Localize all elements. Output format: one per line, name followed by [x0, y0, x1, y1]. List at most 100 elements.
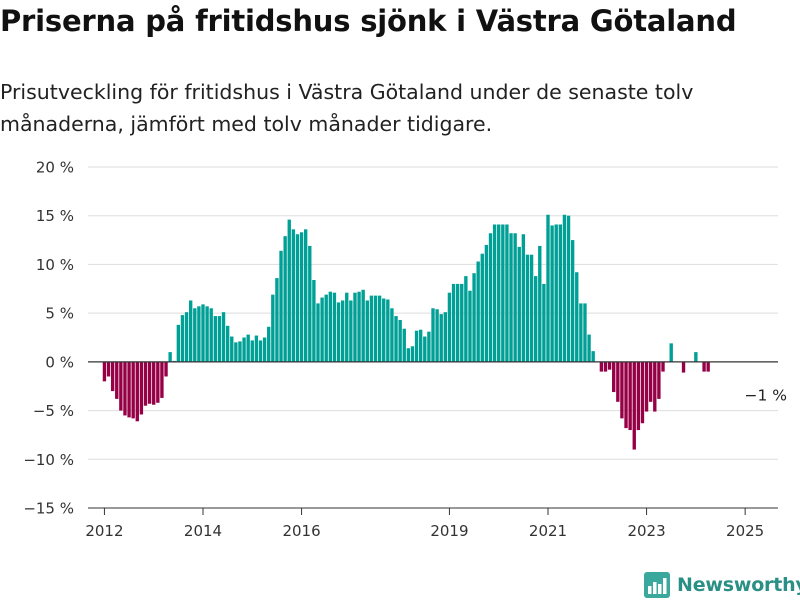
bar	[497, 224, 501, 362]
bar	[472, 273, 476, 362]
bar	[624, 361, 628, 429]
bar	[188, 300, 193, 362]
bar	[484, 244, 489, 362]
bar	[135, 361, 139, 422]
bar	[299, 232, 304, 362]
bar	[386, 299, 390, 362]
bar	[636, 361, 641, 431]
bar	[616, 361, 620, 402]
bar	[258, 340, 263, 362]
bar	[242, 337, 246, 362]
bar	[152, 361, 156, 405]
bar	[447, 292, 452, 362]
y-tick-label: 20 %	[36, 159, 74, 177]
bar	[414, 330, 419, 362]
bar	[423, 336, 427, 362]
bar	[488, 233, 493, 362]
bar	[398, 319, 402, 362]
bar	[119, 361, 123, 411]
bar	[164, 361, 168, 377]
bar	[324, 294, 328, 362]
bar	[221, 312, 226, 362]
bar	[369, 295, 374, 362]
bar	[110, 361, 115, 392]
bar	[197, 306, 201, 362]
bar	[418, 329, 423, 362]
bar	[345, 292, 349, 362]
bar	[320, 297, 324, 362]
bar	[706, 361, 710, 372]
bar	[579, 303, 583, 362]
bar	[353, 292, 357, 362]
bar	[316, 303, 320, 362]
bar	[591, 351, 595, 362]
bar	[632, 361, 636, 450]
bar	[702, 361, 706, 372]
bar	[546, 214, 550, 362]
bar	[612, 361, 616, 393]
newsworthy-logo[interactable]: Newsworthy	[644, 570, 800, 600]
bar	[275, 278, 279, 362]
bar	[435, 309, 439, 362]
bar	[538, 245, 542, 362]
bar	[246, 334, 250, 362]
y-tick-label: −15 %	[23, 500, 74, 518]
bar	[529, 254, 534, 362]
bar	[464, 276, 468, 362]
bar	[521, 234, 526, 362]
bar	[468, 290, 472, 362]
bar	[147, 361, 152, 404]
bar	[476, 261, 480, 362]
bar	[308, 245, 312, 362]
bar	[603, 361, 608, 372]
bar	[361, 289, 365, 362]
bar	[501, 224, 505, 362]
bar	[431, 308, 435, 362]
bar	[365, 300, 369, 362]
bar	[394, 316, 398, 362]
bar	[168, 352, 172, 362]
bar	[628, 361, 632, 431]
bar	[607, 361, 612, 370]
bar	[295, 234, 300, 362]
bar	[250, 340, 254, 362]
bar	[267, 326, 271, 362]
bar	[640, 361, 645, 424]
bar	[377, 295, 382, 362]
bar	[184, 312, 189, 362]
bar	[279, 250, 283, 362]
bar	[542, 283, 546, 362]
bar	[102, 361, 107, 382]
x-tick-label: 2025	[726, 522, 764, 540]
bar	[143, 361, 148, 406]
bar	[583, 303, 587, 362]
bar	[427, 331, 431, 362]
bar	[505, 224, 509, 362]
bar	[193, 308, 197, 362]
bar	[525, 254, 530, 362]
bar	[657, 361, 661, 399]
bar	[410, 346, 415, 362]
bar	[234, 342, 238, 362]
bar	[291, 229, 296, 362]
bar	[336, 302, 341, 362]
x-tick-label: 2016	[282, 522, 320, 540]
bar	[644, 361, 649, 412]
bar	[209, 308, 213, 362]
bar	[382, 298, 386, 362]
bar	[492, 224, 497, 362]
bar	[681, 361, 686, 373]
bar	[160, 361, 164, 398]
bar	[217, 316, 222, 362]
chart-title: Priserna på fritidshus sjönk i Västra Gö…	[0, 4, 737, 38]
bar	[653, 361, 657, 412]
bar	[620, 361, 624, 419]
bar	[669, 343, 673, 362]
bar	[303, 229, 308, 362]
bar	[406, 348, 411, 362]
x-tick-label: 2014	[184, 522, 222, 540]
bar	[312, 280, 316, 362]
bar	[238, 341, 242, 362]
bar	[127, 361, 131, 418]
